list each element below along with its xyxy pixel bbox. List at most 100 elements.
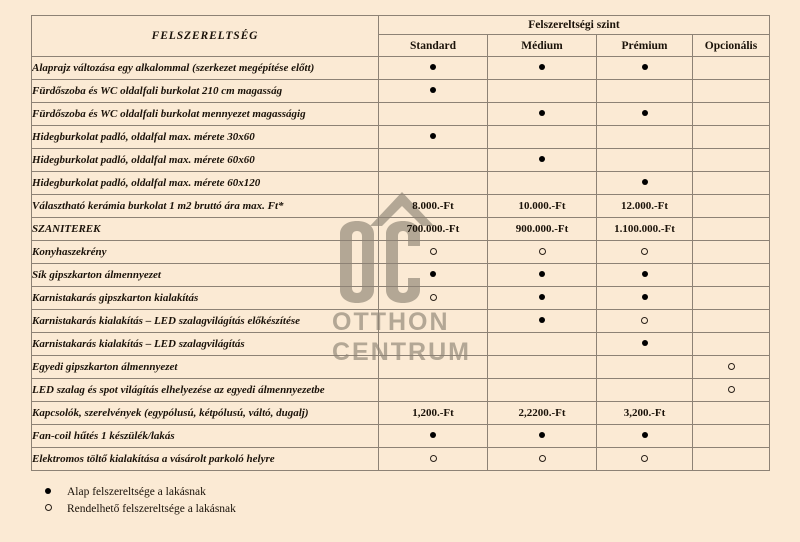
- cell-standard: [378, 125, 488, 149]
- table-row: Választható kerámia burkolat 1 m2 bruttó…: [31, 194, 770, 218]
- feature-label: Egyedi gipszkarton álmennyezet: [31, 355, 379, 379]
- cell-medium-hollow-dot-icon: [538, 454, 546, 462]
- cell-standard: [378, 148, 488, 172]
- cell-standard: 1,200.-Ft: [378, 401, 488, 425]
- cell-premium-filled-dot-icon: [641, 110, 648, 117]
- cell-optional: [692, 447, 770, 471]
- cell-medium: [487, 332, 597, 356]
- legend-label: Rendelhető felszereltsége a lakásnak: [67, 502, 236, 515]
- cell-standard: [378, 447, 488, 471]
- cell-standard-filled-dot-icon: [430, 133, 436, 140]
- cell-medium: [487, 309, 597, 333]
- cell-optional: [692, 148, 770, 172]
- cell-medium: [487, 102, 597, 126]
- cell-premium: 3,200.-Ft: [596, 401, 693, 425]
- cell-medium-filled-dot-icon: [539, 317, 545, 324]
- cell-standard: [378, 378, 488, 402]
- cell-premium-filled-dot-icon: [641, 179, 648, 186]
- cell-standard-filled-dot-icon: [430, 64, 436, 71]
- cell-premium: [596, 125, 693, 149]
- table-header: FELSZERELTSÉG Felszereltségi szint Stand…: [31, 15, 770, 57]
- cell-medium: 900.000.-Ft: [487, 217, 597, 241]
- cell-optional: [692, 424, 770, 448]
- cell-standard-hollow-dot-icon: [429, 293, 437, 301]
- table-row: SZANITEREK 700.000.-Ft 900.000.-Ft 1.100.00…: [31, 217, 770, 241]
- header-equipment-level: Felszereltségi szint: [378, 15, 770, 35]
- table-row: Hidegburkolat padló, oldalfal max. méret…: [31, 125, 770, 149]
- cell-standard: [378, 56, 488, 80]
- cell-medium: [487, 125, 597, 149]
- cell-standard: [378, 309, 488, 333]
- table-row: Sík gipszkarton álmennyezet: [31, 263, 770, 287]
- cell-premium: [596, 447, 693, 471]
- header-premium: Prémium: [596, 34, 693, 57]
- cell-standard: 700.000.-Ft: [378, 217, 488, 241]
- cell-standard: [378, 332, 488, 356]
- cell-premium-filled-dot-icon: [641, 294, 648, 301]
- cell-premium-filled-dot-icon: [641, 271, 648, 278]
- table-row: Egyedi gipszkarton álmennyezet: [31, 355, 770, 379]
- legend: Alap felszereltsége a lakásnak Rendelhető…: [45, 483, 236, 517]
- table-row: Konyhaszekrény: [31, 240, 770, 264]
- cell-premium: 1.100.000.-Ft: [596, 217, 693, 241]
- cell-optional: [692, 355, 770, 379]
- cell-medium: [487, 148, 597, 172]
- cell-premium-filled-dot-icon: [641, 432, 648, 439]
- cell-medium-filled-dot-icon: [539, 110, 545, 117]
- cell-optional: [692, 125, 770, 149]
- header-medium: Médium: [487, 34, 597, 57]
- feature-label: Konyhaszekrény: [31, 240, 379, 264]
- cell-premium: [596, 263, 693, 287]
- cell-standard-filled-dot-icon: [430, 87, 436, 94]
- cell-premium: [596, 171, 693, 195]
- feature-label: Hidegburkolat padló, oldalfal max. méret…: [31, 171, 379, 195]
- header-standard: Standard: [378, 34, 488, 57]
- cell-optional-hollow-dot-icon: [727, 385, 735, 393]
- legend-hollow-dot-icon: [45, 504, 52, 511]
- table-row: Fürdőszoba és WC oldalfali burkolat 210 …: [31, 79, 770, 103]
- cell-medium: [487, 240, 597, 264]
- specification-table: FELSZERELTSÉG Felszereltségi szint Stand…: [31, 15, 770, 471]
- table-row: Hidegburkolat padló, oldalfal max. méret…: [31, 171, 770, 195]
- feature-label: Választható kerámia burkolat 1 m2 bruttó…: [31, 194, 379, 218]
- table-row: LED szalag és spot világítás elhelyezése…: [31, 378, 770, 402]
- cell-optional: [692, 378, 770, 402]
- cell-medium: [487, 56, 597, 80]
- cell-optional: [692, 102, 770, 126]
- cell-standard-filled-dot-icon: [430, 432, 436, 439]
- cell-premium: [596, 102, 693, 126]
- legend-symbol: [45, 504, 67, 512]
- cell-optional-hollow-dot-icon: [727, 362, 735, 370]
- cell-medium: [487, 378, 597, 402]
- feature-label: Karnistakarás kialakítás – LED szalagvil…: [31, 332, 379, 356]
- table-row: Karnistakarás kialakítás – LED szalagvil…: [31, 309, 770, 333]
- feature-label: LED szalag és spot világítás elhelyezése…: [31, 378, 379, 402]
- feature-label: SZANITEREK: [31, 217, 379, 241]
- cell-medium-filled-dot-icon: [539, 156, 545, 163]
- cell-standard: [378, 286, 488, 310]
- legend-item: Alap felszereltsége a lakásnak: [45, 483, 236, 500]
- cell-standard: [378, 79, 488, 103]
- cell-standard-hollow-dot-icon: [429, 247, 437, 255]
- feature-label: Hidegburkolat padló, oldalfal max. méret…: [31, 148, 379, 172]
- cell-premium-filled-dot-icon: [641, 64, 648, 71]
- cell-standard: [378, 424, 488, 448]
- legend-symbol: [45, 487, 67, 495]
- cell-medium-filled-dot-icon: [539, 271, 545, 278]
- cell-standard: [378, 263, 488, 287]
- cell-standard: [378, 355, 488, 379]
- cell-standard-hollow-dot-icon: [429, 454, 437, 462]
- cell-medium-hollow-dot-icon: [538, 247, 546, 255]
- cell-premium-hollow-dot-icon: [641, 454, 648, 462]
- cell-optional: [692, 79, 770, 103]
- cell-medium-filled-dot-icon: [539, 294, 545, 301]
- legend-filled-dot-icon: [45, 487, 51, 494]
- cell-premium-filled-dot-icon: [641, 340, 648, 347]
- header-optional: Opcionális: [692, 34, 770, 57]
- cell-standard: [378, 171, 488, 195]
- cell-standard: [378, 240, 488, 264]
- feature-label: Sík gipszkarton álmennyezet: [31, 263, 379, 287]
- cell-premium: [596, 286, 693, 310]
- cell-medium: [487, 171, 597, 195]
- feature-label: Alaprajz változása egy alkalommal (szerk…: [31, 56, 379, 80]
